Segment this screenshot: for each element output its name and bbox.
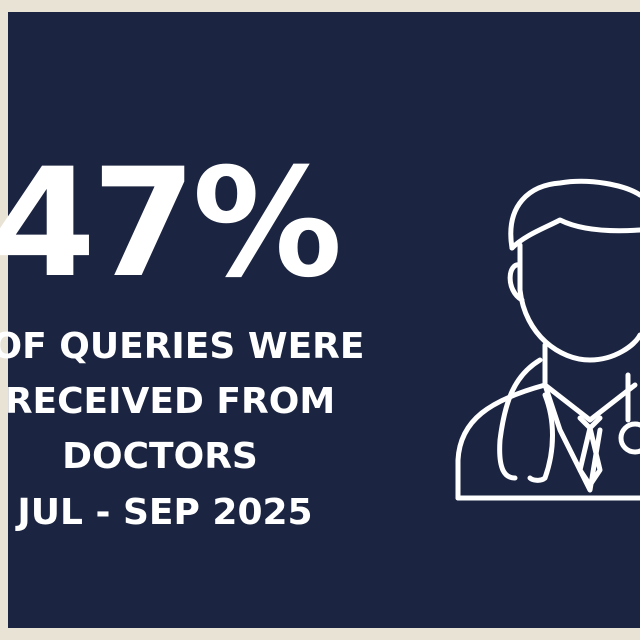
stat-line: DOCTORS — [62, 436, 258, 477]
doctor-icon — [455, 178, 640, 501]
icon-tie — [577, 415, 603, 488]
stat-line: OF QUERIES WERE — [0, 326, 364, 367]
icon-collar — [542, 342, 638, 423]
icon-lapel — [542, 382, 603, 493]
icon-stethoscope — [497, 357, 543, 481]
icon-hair — [509, 217, 640, 251]
stat-line: RECEIVED FROM — [5, 381, 335, 422]
icon-coat — [455, 382, 548, 501]
icon-ear — [507, 262, 525, 303]
panel — [8, 12, 640, 628]
stat-line: JUL - SEP 2025 — [14, 492, 312, 533]
stat-value: 47% — [0, 137, 339, 311]
icon-hair — [508, 178, 640, 251]
icon-face — [517, 242, 640, 363]
icon-chestpiece — [618, 421, 640, 455]
icon-stethoscope — [527, 392, 555, 483]
